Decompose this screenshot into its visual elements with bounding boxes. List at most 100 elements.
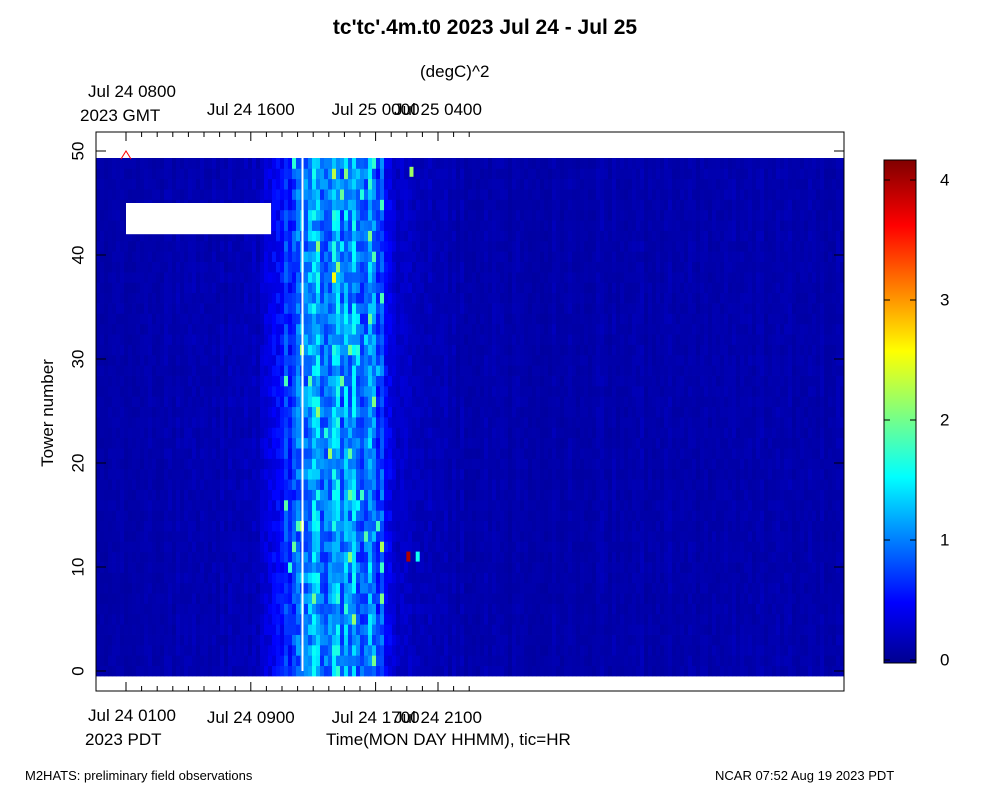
heatmap-cell <box>284 220 289 231</box>
heatmap-cell <box>364 209 369 221</box>
heatmap-cell <box>152 593 157 604</box>
heatmap-cell <box>368 209 373 221</box>
heatmap-cell <box>288 209 293 221</box>
heatmap-cell <box>156 468 161 480</box>
heatmap-cell <box>112 220 117 231</box>
heatmap-cell <box>416 406 421 418</box>
heatmap-cell <box>428 354 433 366</box>
heatmap-cell <box>388 313 393 325</box>
heatmap-cell <box>360 582 365 594</box>
heatmap-cell <box>296 354 301 366</box>
heatmap-cell <box>452 427 457 439</box>
heatmap-cell <box>320 448 325 459</box>
heatmap-cell <box>140 375 145 387</box>
heatmap-cell <box>324 240 329 252</box>
heatmap-cell <box>468 448 473 459</box>
heatmap-cell <box>380 158 385 169</box>
heatmap-cell <box>204 644 209 656</box>
heatmap-cell <box>440 303 445 314</box>
heatmap-cell <box>488 562 493 573</box>
heatmap-cell <box>132 406 137 418</box>
heatmap-cell <box>184 261 189 273</box>
heatmap-cell <box>464 520 469 532</box>
heatmap-cell <box>368 251 373 262</box>
heatmap-cell <box>96 240 101 252</box>
heatmap-cell <box>328 427 333 439</box>
heatmap-cell <box>256 437 261 449</box>
heatmap-cell <box>240 489 245 501</box>
heatmap-cell <box>140 530 145 542</box>
heatmap-cell <box>224 448 229 459</box>
heatmap-cell <box>384 189 389 200</box>
heatmap-cell <box>240 406 245 418</box>
heatmap-cell <box>204 427 209 439</box>
heatmap-cell <box>164 344 169 356</box>
heatmap-cell <box>156 582 161 594</box>
heatmap-cell <box>164 292 169 304</box>
heatmap-cell <box>372 323 377 335</box>
heatmap-cell <box>228 271 233 283</box>
heatmap-cell <box>308 406 313 418</box>
heatmap-cell <box>308 230 313 242</box>
heatmap-cell <box>268 603 273 615</box>
heatmap-cell <box>388 292 393 304</box>
heatmap-cell <box>196 603 201 615</box>
heatmap-cell <box>364 489 369 501</box>
heatmap-cell <box>164 178 169 190</box>
heatmap-cell <box>436 510 441 521</box>
heatmap-cell <box>452 303 457 314</box>
heatmap-cell <box>484 406 489 418</box>
heatmap-cell <box>172 603 177 615</box>
heatmap-cell <box>168 417 173 428</box>
heatmap-cell <box>280 251 285 262</box>
heatmap-cell <box>460 572 465 584</box>
heatmap-cell <box>280 562 285 573</box>
heatmap-cell <box>380 624 385 635</box>
heatmap-cell <box>132 468 137 480</box>
heatmap-cell <box>292 375 297 387</box>
heatmap-cell <box>160 634 165 646</box>
heatmap-cell <box>160 582 165 594</box>
heatmap-cell <box>304 458 309 470</box>
heatmap-cell <box>464 479 469 490</box>
heatmap-cell <box>400 468 405 480</box>
heatmap-cell <box>464 427 469 439</box>
heatmap-cell <box>128 655 133 667</box>
heatmap-cell <box>356 396 361 408</box>
heatmap-cell <box>292 593 297 604</box>
heatmap-cell <box>192 479 197 490</box>
heatmap-cell <box>420 489 425 501</box>
heatmap-cell <box>324 479 329 490</box>
heatmap-cell <box>328 271 333 283</box>
heatmap-cell <box>168 665 173 677</box>
heatmap-cell <box>216 406 221 418</box>
heatmap-cell <box>316 479 321 490</box>
heatmap-cell <box>320 541 325 553</box>
heatmap-cell <box>428 199 433 211</box>
heatmap-cell <box>196 375 201 387</box>
heatmap-cell <box>388 375 393 387</box>
heatmap-cell <box>376 220 381 231</box>
heatmap-cell <box>232 655 237 667</box>
heatmap-cell <box>412 634 417 646</box>
heatmap-cell <box>336 323 341 335</box>
heatmap-cell <box>392 448 397 459</box>
heatmap-cell <box>332 199 337 211</box>
heatmap-cell <box>420 209 425 221</box>
heatmap-cell <box>244 396 249 408</box>
heatmap-cell <box>108 282 113 294</box>
heatmap-cell <box>220 468 225 480</box>
heatmap-cell <box>168 271 173 283</box>
heatmap-cell <box>156 375 161 387</box>
heatmap-cell <box>316 613 321 625</box>
heatmap-cell <box>356 655 361 667</box>
heatmap-cell <box>308 323 313 335</box>
heatmap-cell <box>236 624 241 635</box>
heatmap-cell <box>368 603 373 615</box>
heatmap-cell <box>248 582 253 594</box>
heatmap-cell <box>232 354 237 366</box>
heatmap-cell <box>228 344 233 356</box>
heatmap-cell <box>252 365 257 376</box>
heatmap-cell <box>388 251 393 262</box>
heatmap-cell <box>452 396 457 408</box>
